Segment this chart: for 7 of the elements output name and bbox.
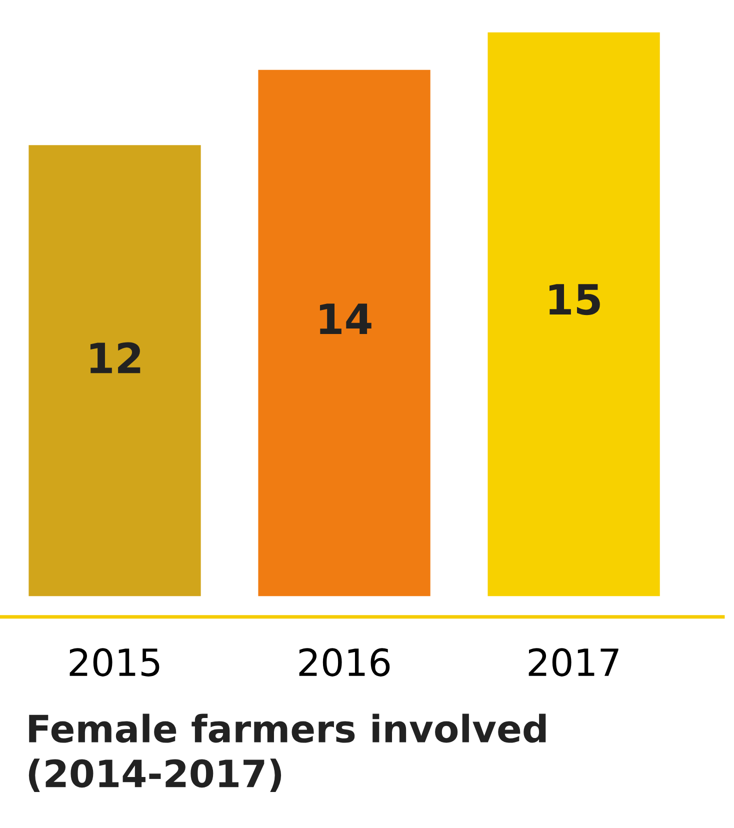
- x-tick-label: 2016: [299, 648, 390, 676]
- text: Female farmers involved (2014-2017): [28, 714, 546, 792]
- x-tick-label: 2017: [528, 648, 618, 676]
- x-tick-label: 2015: [70, 648, 160, 676]
- data-label: 14: [320, 304, 372, 334]
- data-label: 12: [90, 342, 140, 374]
- data-label: 15: [550, 284, 600, 316]
